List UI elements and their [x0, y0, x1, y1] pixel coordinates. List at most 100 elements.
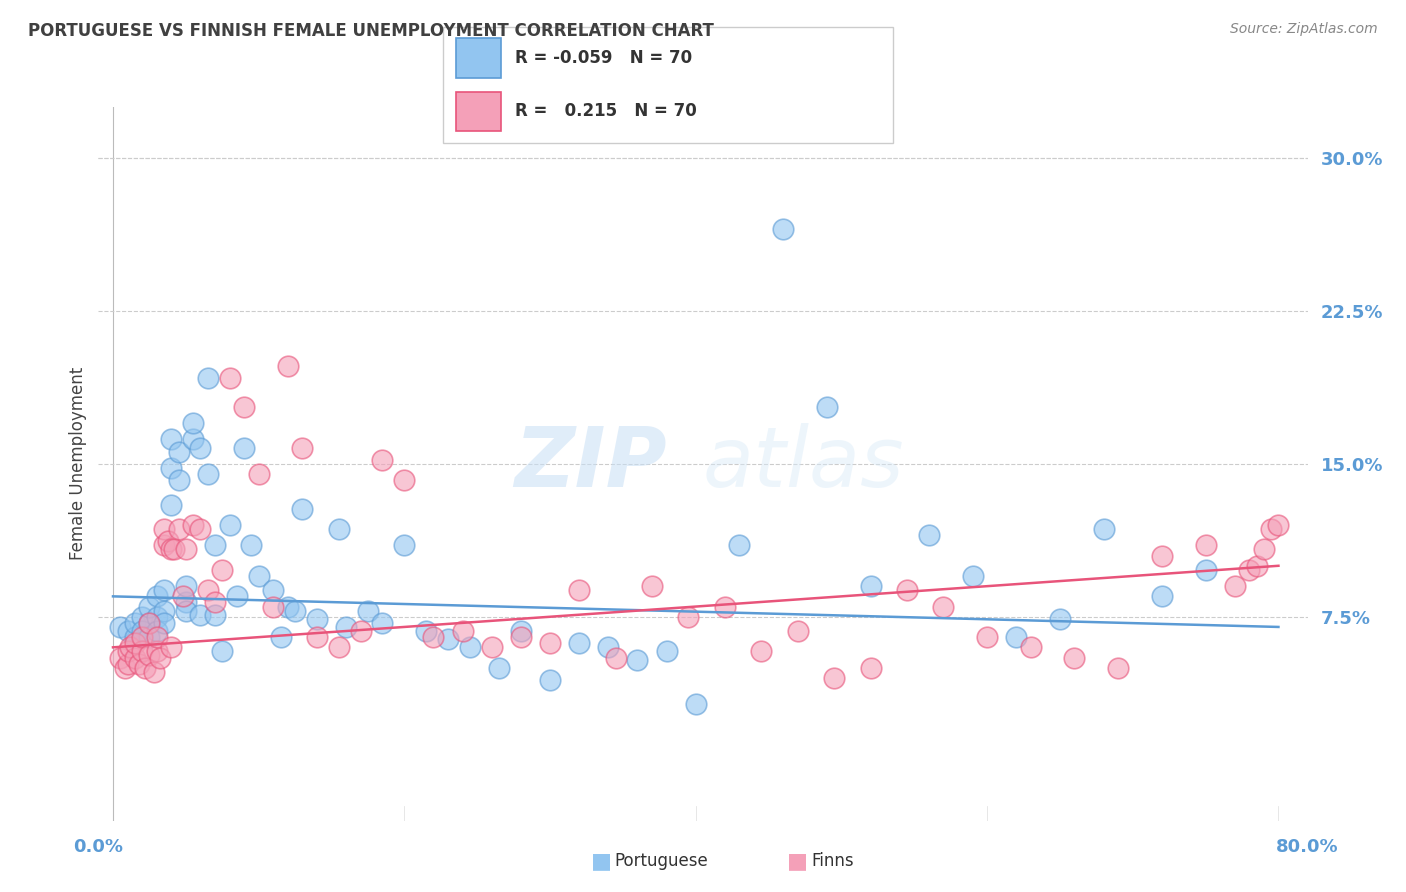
Point: [110, 620, 132, 634]
Point: [114, 661, 136, 675]
Text: PORTUGUESE VS FINNISH FEMALE UNEMPLOYMENT CORRELATION CHART: PORTUGUESE VS FINNISH FEMALE UNEMPLOYMEN…: [28, 22, 714, 40]
Point: [1260, 522, 1282, 536]
Point: [859, 661, 882, 675]
Point: [277, 359, 299, 373]
Point: [1267, 518, 1289, 533]
Point: [204, 595, 226, 609]
Point: [1150, 549, 1173, 563]
Point: [225, 590, 247, 604]
Point: [117, 644, 139, 658]
Point: [167, 444, 190, 458]
Bar: [457, 92, 502, 131]
Point: [117, 657, 139, 671]
Point: [181, 518, 204, 533]
Point: [1049, 612, 1071, 626]
Point: [153, 583, 176, 598]
Point: [153, 615, 176, 630]
Point: [598, 640, 620, 655]
Point: [160, 433, 183, 447]
Point: [328, 522, 350, 536]
Point: [160, 542, 183, 557]
Point: [932, 599, 955, 614]
Point: [1239, 563, 1261, 577]
Point: [918, 528, 941, 542]
Text: ZIP: ZIP: [515, 424, 666, 504]
Point: [153, 538, 176, 552]
Text: R = -0.059   N = 70: R = -0.059 N = 70: [515, 49, 692, 67]
Point: [394, 538, 416, 552]
Point: [134, 661, 156, 675]
Point: [1092, 522, 1115, 536]
Point: [481, 640, 503, 655]
Point: [131, 609, 153, 624]
Point: [626, 652, 648, 666]
Point: [976, 630, 998, 644]
Point: [247, 467, 270, 481]
Point: [437, 632, 460, 647]
Point: [641, 579, 664, 593]
Point: [142, 665, 165, 679]
Point: [678, 609, 700, 624]
Point: [167, 522, 190, 536]
Point: [138, 599, 160, 614]
Point: [277, 599, 299, 614]
Point: [305, 630, 328, 644]
Point: [110, 650, 132, 665]
Point: [124, 636, 146, 650]
Point: [605, 650, 627, 665]
Point: [124, 615, 146, 630]
Point: [284, 604, 307, 618]
Point: [823, 671, 845, 685]
Point: [138, 615, 160, 630]
Point: [145, 609, 167, 624]
Point: [1253, 542, 1275, 557]
Point: [138, 615, 160, 630]
Point: [233, 400, 256, 414]
Point: [335, 620, 357, 634]
Point: [233, 441, 256, 455]
Point: [131, 644, 153, 658]
Point: [167, 473, 190, 487]
Point: [685, 698, 707, 712]
Point: [786, 624, 808, 638]
Bar: [457, 38, 502, 78]
Point: [371, 615, 394, 630]
Point: [350, 624, 373, 638]
Point: [451, 624, 474, 638]
Point: [204, 538, 226, 552]
Point: [538, 636, 561, 650]
Point: [262, 599, 284, 614]
Point: [181, 433, 204, 447]
Text: ■: ■: [591, 851, 612, 871]
Point: [859, 579, 882, 593]
Point: [291, 501, 314, 516]
Point: [153, 522, 176, 536]
Point: [509, 624, 531, 638]
Point: [153, 604, 176, 618]
Point: [138, 648, 160, 663]
Point: [190, 441, 212, 455]
Point: [197, 583, 219, 598]
Point: [145, 590, 167, 604]
Point: [149, 650, 172, 665]
Y-axis label: Female Unemployment: Female Unemployment: [69, 368, 87, 560]
Point: [131, 624, 153, 638]
Point: [262, 583, 284, 598]
Point: [160, 498, 183, 512]
Text: Finns: Finns: [811, 852, 853, 870]
Point: [247, 569, 270, 583]
Point: [328, 640, 350, 655]
Point: [655, 644, 678, 658]
Point: [160, 640, 183, 655]
Point: [509, 630, 531, 644]
Point: [174, 542, 197, 557]
Point: [568, 636, 591, 650]
Point: [488, 661, 510, 675]
Point: [218, 371, 240, 385]
Point: [1063, 650, 1085, 665]
Text: Portuguese: Portuguese: [614, 852, 709, 870]
Point: [1223, 579, 1246, 593]
Point: [211, 644, 233, 658]
Point: [896, 583, 918, 598]
Text: ■: ■: [787, 851, 808, 871]
